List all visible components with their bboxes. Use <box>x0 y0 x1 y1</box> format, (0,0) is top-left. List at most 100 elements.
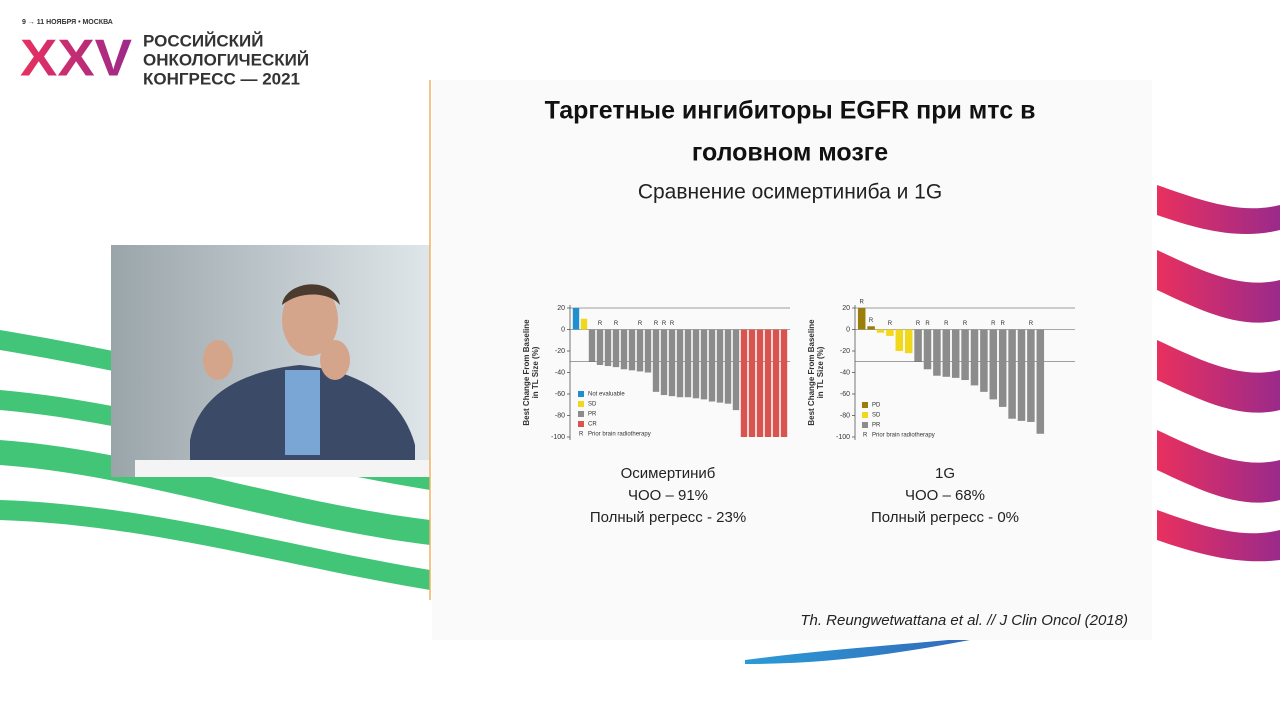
legend-label: SD <box>872 413 881 419</box>
bar <box>588 329 596 362</box>
y-tick-label: 0 <box>561 326 565 333</box>
radiotherapy-marker: R <box>1001 321 1006 327</box>
radiotherapy-marker: R <box>944 321 949 327</box>
chart-caption: Полный регресс - 23% <box>590 509 746 526</box>
bar <box>772 329 780 437</box>
chart-caption: ЧОО – 68% <box>905 487 985 504</box>
bar <box>708 329 716 402</box>
bar <box>612 329 620 368</box>
bar <box>700 329 708 400</box>
radiotherapy-marker: R <box>888 321 893 327</box>
slide-subtitle: Сравнение осимертиниба и 1G <box>638 181 942 204</box>
bar <box>951 329 960 378</box>
radiotherapy-marker: R <box>916 321 921 327</box>
y-axis-label: in TL Size (%) <box>816 346 825 398</box>
bar <box>668 329 676 397</box>
blue-swoosh <box>745 636 990 664</box>
bar <box>923 329 932 370</box>
legend-swatch <box>862 422 868 428</box>
chart-caption: Осимертиниб <box>621 465 716 482</box>
legend-label: CR <box>588 422 597 428</box>
y-axis-label: Best Change From Baseline <box>807 319 816 426</box>
chart-caption: Полный регресс - 0% <box>871 509 1019 526</box>
bar <box>660 329 668 396</box>
legend-label: PD <box>872 403 881 409</box>
y-tick-label: -80 <box>840 412 850 419</box>
bar <box>684 329 692 398</box>
bar <box>636 329 644 372</box>
radiotherapy-marker: R <box>869 318 874 324</box>
logo-title-line: ОНКОЛОГИЧЕСКИЙ <box>143 50 309 69</box>
y-tick-label: -100 <box>836 434 850 441</box>
logo: XXV <box>20 30 132 88</box>
chart-caption: ЧОО – 91% <box>628 487 708 504</box>
bar <box>780 329 788 437</box>
y-tick-label: 20 <box>557 305 565 312</box>
y-axis-label: in TL Size (%) <box>531 346 540 398</box>
chart-caption: 1G <box>935 465 955 482</box>
bar <box>998 329 1007 407</box>
legend-swatch <box>578 401 584 407</box>
y-tick-label: -80 <box>555 412 565 419</box>
legend-swatch <box>578 411 584 417</box>
bar <box>572 308 580 330</box>
bar <box>980 329 988 392</box>
legend-label: PR <box>588 412 597 418</box>
bar <box>580 318 588 330</box>
legend-symbol: R <box>863 433 868 439</box>
radiotherapy-marker: R <box>598 321 603 327</box>
legend-swatch <box>862 402 868 408</box>
legend-label: Prior brain radiotherapy <box>588 432 651 438</box>
bar <box>961 329 969 381</box>
legend-label: Not evaluable <box>588 392 625 398</box>
bar <box>596 329 604 365</box>
y-axis-label: Best Change From Baseline <box>522 319 531 426</box>
bar <box>716 329 724 403</box>
y-tick-label: 0 <box>846 326 850 333</box>
y-tick-label: 20 <box>842 305 850 312</box>
bar <box>644 329 652 373</box>
bar <box>676 329 684 398</box>
bar <box>942 329 951 377</box>
bar <box>604 329 612 367</box>
radiotherapy-marker: R <box>638 321 643 327</box>
bar <box>740 329 748 437</box>
legend-label: Prior brain radiotherapy <box>872 433 935 439</box>
legend-swatch <box>862 412 868 418</box>
bar <box>748 329 756 437</box>
bar <box>904 329 913 354</box>
bar <box>1027 329 1035 422</box>
y-tick-label: -40 <box>555 369 565 376</box>
slide-title: Таргетные ингибиторы EGFR при мтс в <box>545 97 1036 125</box>
radiotherapy-marker: R <box>991 321 996 327</box>
bar <box>652 329 660 392</box>
y-tick-label: -60 <box>840 391 850 398</box>
bar <box>933 329 941 376</box>
bar <box>895 329 904 351</box>
legend-symbol: R <box>579 432 584 438</box>
radiotherapy-marker: R <box>670 321 675 327</box>
bar <box>620 329 628 370</box>
radiotherapy-marker: R <box>654 321 659 327</box>
y-tick-label: -20 <box>555 348 565 355</box>
bar <box>886 329 894 336</box>
legend-swatch <box>578 391 584 397</box>
bar <box>857 308 866 330</box>
y-tick-label: -20 <box>840 348 850 355</box>
bar <box>867 326 875 330</box>
radiotherapy-marker: R <box>963 321 968 327</box>
event-date: 9 → 11 НОЯБРЯ • МОСКВА <box>22 19 113 26</box>
legend-swatch <box>578 421 584 427</box>
legend-label: SD <box>588 402 597 408</box>
bar <box>692 329 700 399</box>
y-tick-label: -100 <box>551 434 565 441</box>
legend-label: PR <box>872 423 881 429</box>
bar <box>764 329 772 437</box>
logo-title-line: КОНГРЕСС — 2021 <box>143 69 300 88</box>
bar <box>914 329 922 362</box>
bar <box>970 329 979 386</box>
radiotherapy-marker: R <box>614 321 619 327</box>
radiotherapy-marker: R <box>662 321 667 327</box>
bar <box>989 329 998 400</box>
